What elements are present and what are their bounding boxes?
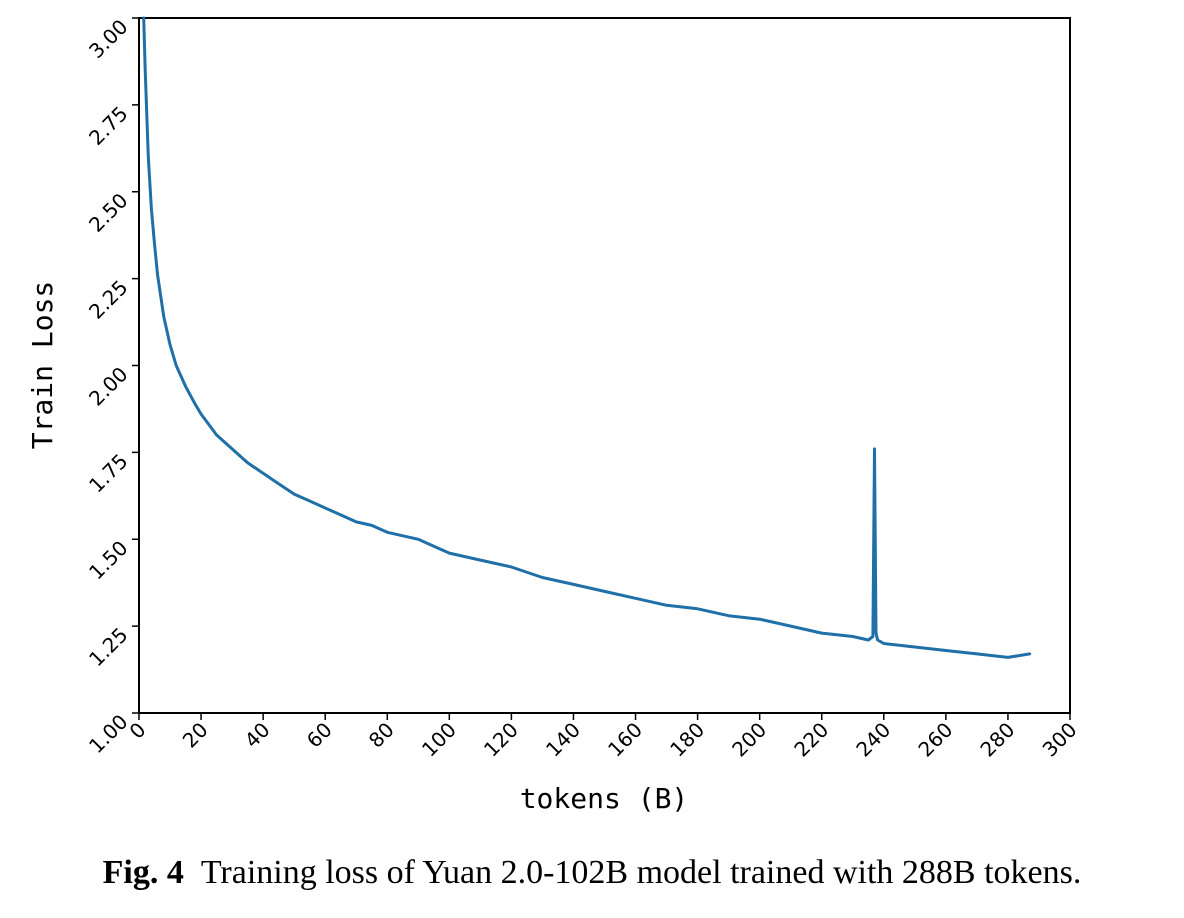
- x-tick-label: 160: [603, 718, 647, 762]
- x-tick-label: 60: [302, 718, 337, 753]
- caption-label: Fig. 4: [102, 854, 184, 891]
- y-tick-label: 2.25: [84, 275, 132, 323]
- x-tick-label: 300: [1038, 718, 1082, 762]
- x-tick-label: 220: [789, 718, 833, 762]
- caption-text: Training loss of Yuan 2.0-102B model tra…: [200, 854, 1082, 891]
- y-axis: 1.00 1.25 1.50 1.75 2.00 2.25 2.50 2.75 3.00: [84, 15, 139, 758]
- train-loss-line: [142, 16, 1032, 659]
- x-tick-label: 280: [975, 718, 1019, 762]
- y-tick-label: 3.00: [84, 15, 132, 63]
- x-tick-label: 140: [541, 718, 585, 762]
- series-layer: [142, 16, 1032, 659]
- plot-frame: [138, 17, 1071, 714]
- y-tick-label: 2.00: [84, 362, 132, 410]
- y-tick-label: 2.75: [84, 101, 132, 149]
- y-tick-label: 2.50: [84, 188, 132, 236]
- x-axis: 0 20 40 60 80 100 120 140 160 180 200 220 240 260 280 3…: [125, 713, 1082, 762]
- y-tick-label: 1.75: [84, 449, 132, 497]
- x-tick-label: 100: [417, 718, 461, 762]
- x-tick-label: 20: [178, 718, 213, 753]
- x-tick-label: 260: [913, 718, 957, 762]
- x-tick-label: 80: [364, 718, 399, 753]
- y-axis-title: Train Loss: [26, 281, 59, 450]
- x-tick-label: 200: [727, 718, 771, 762]
- x-tick-label: 240: [851, 718, 895, 762]
- y-tick-label: 1.00: [84, 710, 132, 758]
- x-axis-title: tokens (B): [520, 782, 689, 815]
- y-tick-label: 1.50: [84, 536, 132, 584]
- x-tick-label: 120: [479, 718, 523, 762]
- y-tick-label: 1.25: [84, 623, 132, 671]
- x-tick-label: 40: [240, 718, 275, 753]
- figure-caption: Fig. 4 Training loss of Yuan 2.0-102B mo…: [0, 854, 1184, 892]
- x-tick-label: 180: [665, 718, 709, 762]
